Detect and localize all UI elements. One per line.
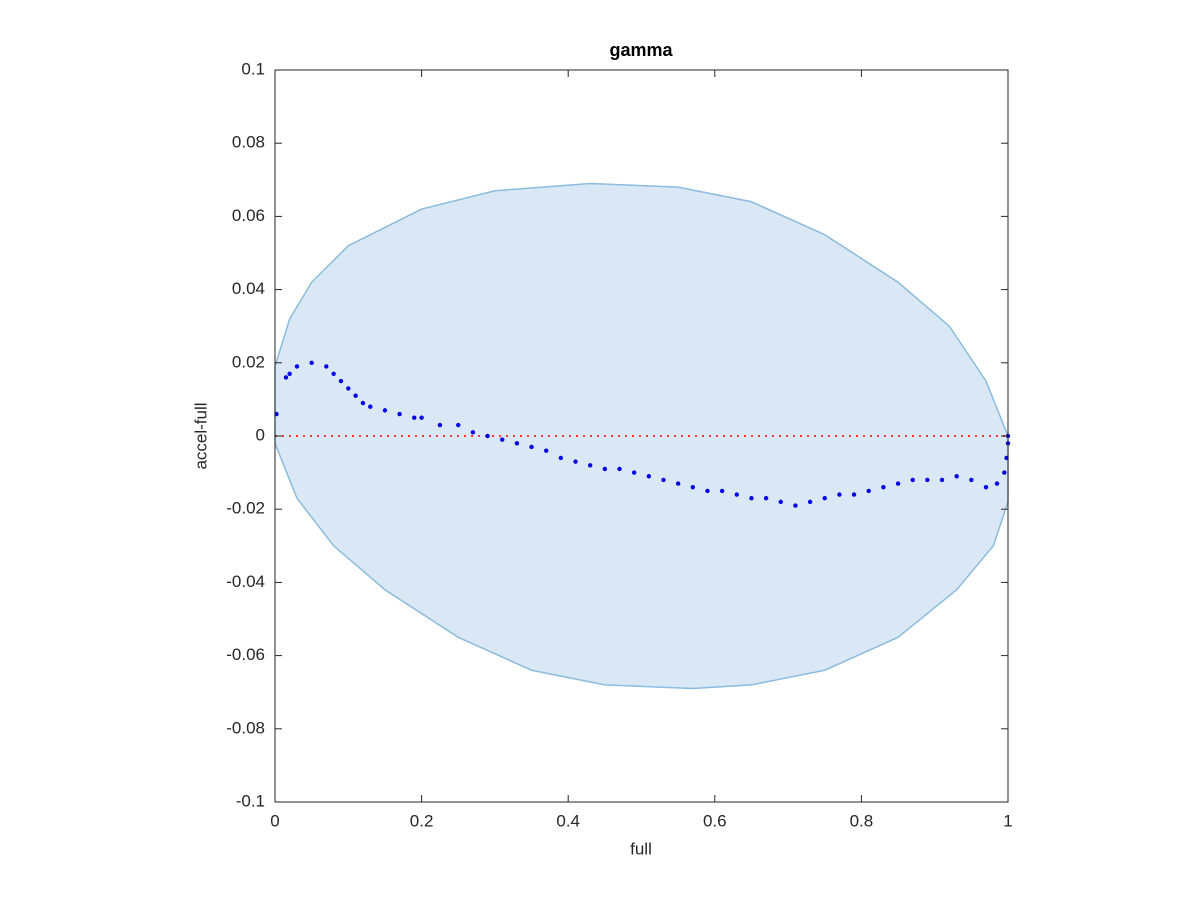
y-tick-label: 0.04 [232,279,265,298]
data-point [437,422,443,428]
x-tick-label: 0.4 [556,811,580,830]
data-point [994,481,1000,486]
data-point [485,433,490,439]
data-point [587,463,593,468]
data-point [360,400,366,406]
data-point [529,444,534,450]
x-axis-label: full [630,839,652,858]
data-point [573,459,578,464]
data-point [382,408,388,413]
data-point [470,430,476,435]
y-tick-label: -0.04 [226,572,265,591]
data-point [719,488,725,494]
x-tick-label: 0.8 [850,811,874,830]
data-point [500,437,505,442]
data-point [397,411,402,417]
y-tick-label: 0.08 [232,133,265,152]
data-point [544,448,549,453]
y-axis-label: accel-full [191,402,210,469]
data-point [661,477,666,483]
x-tick-label: 1 [1003,811,1012,830]
data-point [793,503,798,508]
data-point [690,485,696,490]
data-point [1002,470,1007,475]
data-point [675,481,681,486]
data-point [283,375,289,380]
y-tick-label: -0.08 [226,718,265,737]
data-point [631,470,637,475]
data-point [456,422,461,428]
data-point [368,404,373,409]
data-point [807,499,813,505]
y-tick-label: 0.06 [232,206,265,225]
data-point [954,474,959,479]
data-point [602,466,608,472]
data-point [324,364,329,369]
data-point [749,496,754,501]
data-point [822,496,827,501]
data-point [646,474,652,479]
data-point [309,360,314,365]
chart-title: gamma [609,40,673,60]
data-point [705,488,710,494]
y-tick-label: 0.02 [232,352,265,371]
data-point [837,492,842,497]
data-point [419,415,424,420]
x-tick-label: 0.2 [410,811,434,830]
data-point [287,371,292,376]
data-point [331,371,336,376]
data-point [939,477,945,483]
data-point [558,455,564,461]
y-tick-label: 0 [256,425,265,444]
data-point [514,441,520,446]
data-point [778,499,783,505]
data-point [851,492,857,497]
data-point [294,364,300,369]
y-tick-label: -0.1 [236,791,265,810]
x-tick-label: 0 [270,811,279,830]
data-point [969,477,974,483]
y-tick-label: -0.02 [226,499,265,518]
data-point [346,386,351,391]
data-point [338,378,344,384]
x-tick-label: 0.6 [703,811,727,830]
data-point [412,415,417,420]
y-tick-label: -0.06 [226,645,265,664]
data-point [866,488,871,494]
data-point [617,466,622,472]
data-point [353,393,358,398]
data-point [763,496,769,501]
data-point [983,485,989,490]
y-tick-label: 0.1 [241,59,265,78]
data-point [734,492,739,497]
data-point [910,477,915,483]
data-point [881,485,886,490]
data-point [925,477,930,483]
plot-area: 0 0.2 0.4 0.6 0.8 1 -0.1 -0.08 -0.06 -0.04 -0.02 0 0… [226,59,1012,830]
data-point [895,481,901,486]
